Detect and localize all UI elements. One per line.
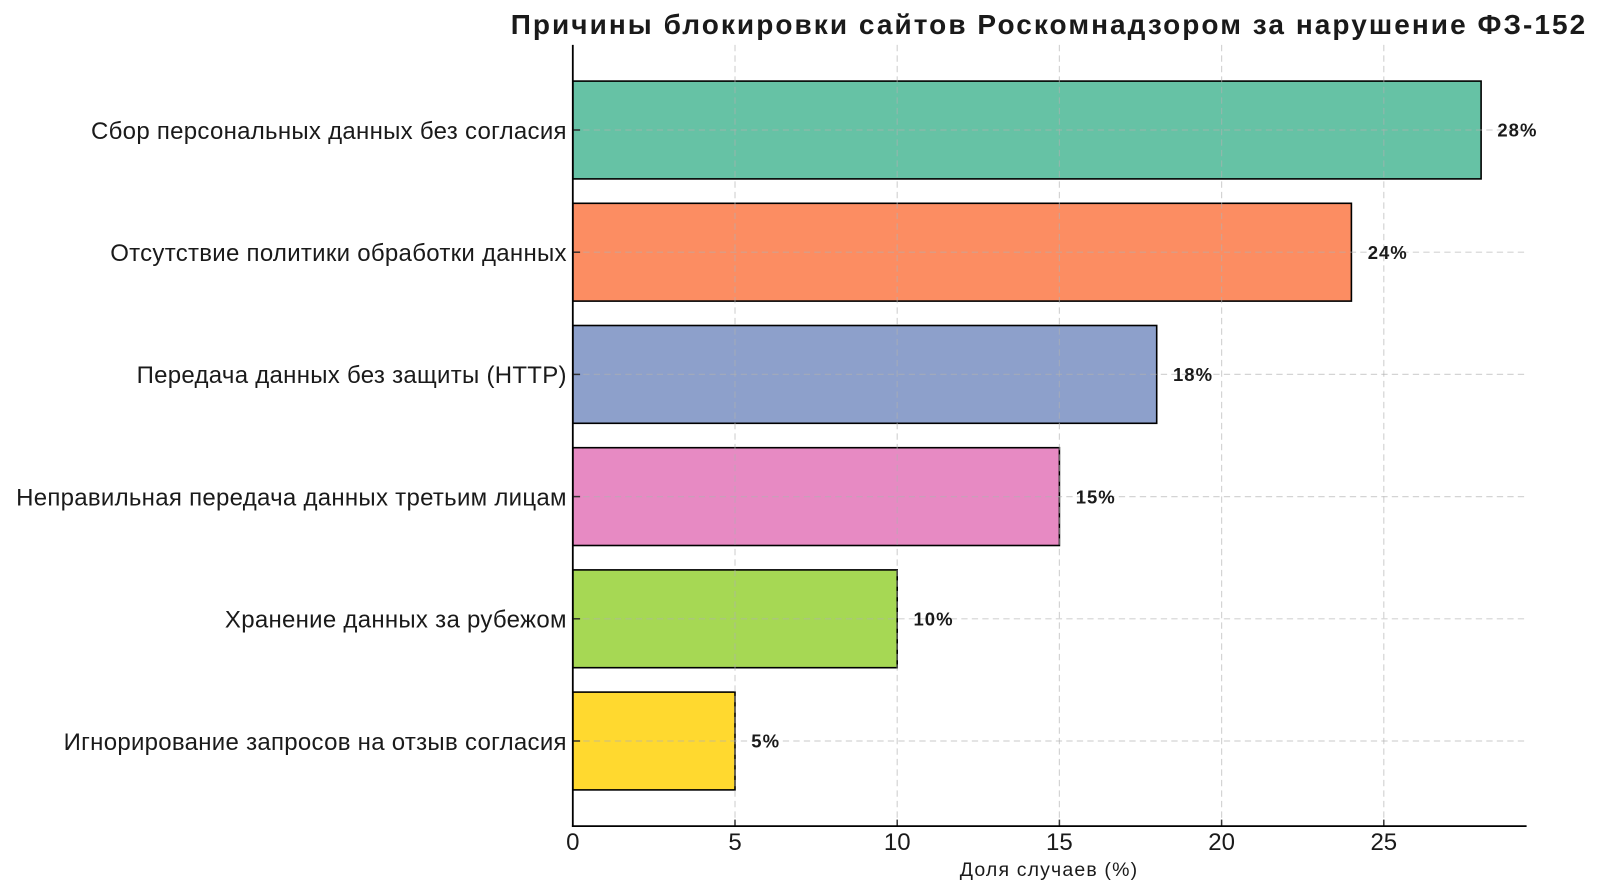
svg-text:15%: 15% [1076,486,1116,507]
svg-text:Причины блокировки сайтов Роск: Причины блокировки сайтов Роскомнадзором… [511,9,1588,40]
svg-text:10: 10 [884,829,911,856]
svg-text:10%: 10% [914,609,954,630]
svg-text:15: 15 [1046,829,1073,856]
svg-text:Неправильная передача данных т: Неправильная передача данных третьим лиц… [16,484,567,511]
svg-text:Игнорирование запросов на отзы: Игнорирование запросов на отзыв согласия [64,729,567,756]
svg-text:28%: 28% [1497,120,1537,141]
svg-text:Доля случаев (%): Доля случаев (%) [960,859,1138,881]
svg-text:5: 5 [728,829,741,856]
svg-text:Отсутствие политики обработки: Отсутствие политики обработки данных [110,240,567,267]
svg-text:5%: 5% [751,731,780,752]
svg-text:0: 0 [566,829,579,856]
svg-text:Сбор персональных данных без с: Сбор персональных данных без согласия [91,118,567,145]
svg-text:18%: 18% [1173,364,1213,385]
svg-text:25: 25 [1370,829,1397,856]
svg-text:Передача данных без защиты (HT: Передача данных без защиты (HTTP) [137,362,567,389]
svg-text:24%: 24% [1368,242,1408,263]
svg-text:20: 20 [1208,829,1235,856]
svg-text:Хранение данных за рубежом: Хранение данных за рубежом [225,607,567,634]
